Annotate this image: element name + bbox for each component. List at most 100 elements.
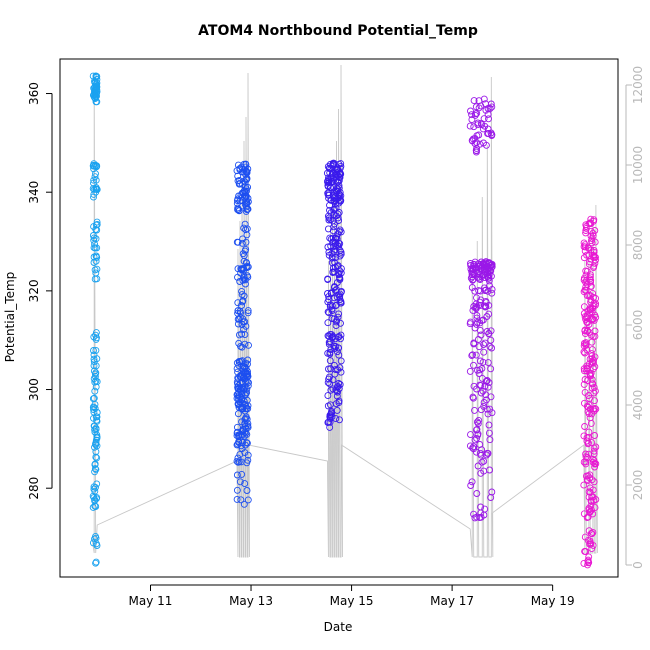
data-point — [487, 494, 495, 501]
data-point — [582, 271, 590, 279]
data-point — [591, 227, 599, 234]
data-point — [478, 121, 486, 129]
data-point — [239, 276, 247, 284]
data-point — [585, 321, 593, 328]
data-point — [235, 207, 243, 215]
data-point — [336, 293, 344, 301]
data-point — [237, 496, 245, 504]
series-group — [89, 72, 101, 567]
data-point — [335, 199, 343, 207]
data-point — [469, 351, 477, 359]
data-point — [588, 545, 596, 553]
data-point — [582, 340, 590, 348]
data-point — [584, 472, 592, 480]
data-point — [236, 478, 244, 486]
data-point — [481, 339, 489, 347]
data-point — [238, 291, 246, 299]
data-point — [479, 125, 487, 133]
data-point — [584, 536, 592, 544]
data-point — [326, 401, 334, 409]
data-point — [90, 259, 98, 266]
data-point — [237, 309, 245, 317]
data-point — [91, 88, 98, 96]
data-point — [466, 367, 474, 375]
data-point — [486, 343, 494, 351]
data-point — [482, 391, 490, 399]
y-tick-label: 320 — [27, 279, 41, 302]
data-point — [468, 352, 476, 360]
data-point — [483, 451, 491, 459]
data-point — [333, 235, 341, 243]
data-point — [480, 402, 488, 410]
data-point — [91, 266, 99, 274]
data-point — [332, 366, 340, 374]
data-point — [585, 260, 593, 268]
data-point — [337, 192, 345, 200]
data-point — [471, 436, 479, 444]
data-point — [93, 218, 101, 226]
data-point — [92, 424, 100, 432]
data-point — [476, 441, 484, 448]
data-point — [586, 474, 594, 482]
data-point — [324, 183, 332, 191]
data-point — [89, 395, 97, 403]
data-point — [488, 289, 496, 297]
data-point — [324, 290, 331, 297]
data-point — [592, 460, 600, 468]
data-point — [240, 432, 248, 440]
x-tick-label: May 11 — [129, 594, 173, 608]
data-point — [467, 262, 475, 269]
data-point — [244, 263, 252, 271]
data-point — [328, 413, 336, 421]
data-point — [590, 316, 598, 324]
data-point — [337, 331, 345, 339]
data-point — [581, 423, 589, 430]
data-point — [586, 414, 594, 422]
data-point — [244, 372, 252, 380]
y2-tick-label: 4000 — [631, 390, 645, 421]
data-point — [587, 497, 595, 505]
data-point — [237, 342, 244, 350]
data-point — [590, 383, 598, 391]
data-point — [469, 393, 477, 401]
data-point — [475, 260, 482, 268]
data-point — [332, 386, 340, 394]
data-point — [473, 147, 480, 155]
data-point — [233, 471, 241, 479]
data-point — [235, 385, 243, 392]
data-point — [93, 81, 101, 89]
depth-trace-line — [91, 64, 598, 558]
data-point — [324, 419, 332, 426]
series-group — [233, 160, 252, 508]
y2-tick-label: 2000 — [631, 470, 645, 501]
data-point — [586, 273, 594, 281]
data-point — [330, 211, 338, 219]
data-point — [90, 408, 98, 416]
data-point — [471, 287, 479, 295]
data-point — [91, 244, 99, 252]
data-point — [476, 449, 484, 457]
data-point — [589, 510, 597, 518]
data-point — [580, 365, 588, 373]
data-point — [590, 478, 598, 486]
data-point — [582, 450, 590, 458]
data-point — [467, 107, 474, 115]
data-point — [331, 171, 339, 178]
data-point — [335, 177, 343, 185]
data-point — [233, 199, 241, 207]
data-point — [481, 287, 489, 294]
data-point — [241, 407, 249, 415]
data-point — [93, 409, 101, 416]
data-point — [234, 400, 242, 408]
data-point — [243, 487, 251, 494]
data-point — [233, 486, 241, 494]
data-point — [324, 191, 332, 199]
data-point — [324, 225, 332, 233]
data-point — [477, 296, 485, 304]
data-point — [234, 454, 242, 462]
data-point — [474, 462, 482, 470]
data-point — [324, 275, 332, 283]
data-point — [233, 423, 241, 431]
data-point — [481, 266, 489, 274]
data-point — [234, 440, 242, 448]
